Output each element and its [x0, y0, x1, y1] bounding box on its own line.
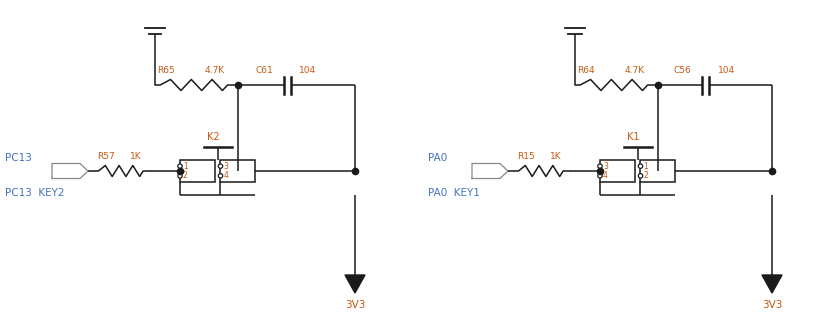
Text: PA0: PA0 — [428, 153, 448, 163]
Text: 2: 2 — [643, 171, 648, 180]
Circle shape — [218, 174, 223, 178]
Text: PC13: PC13 — [5, 153, 32, 163]
Text: 4.7K: 4.7K — [205, 66, 225, 75]
Text: R15: R15 — [517, 152, 535, 161]
Text: R64: R64 — [577, 66, 595, 75]
Circle shape — [598, 164, 602, 168]
Text: C61: C61 — [255, 66, 273, 75]
Text: 104: 104 — [300, 66, 316, 75]
Text: 4: 4 — [224, 171, 228, 180]
Circle shape — [178, 164, 182, 168]
Text: 3V3: 3V3 — [344, 300, 365, 310]
Text: 3: 3 — [603, 162, 608, 171]
Text: R65: R65 — [157, 66, 175, 75]
Text: 3V3: 3V3 — [762, 300, 782, 310]
Polygon shape — [345, 275, 365, 293]
Text: C56: C56 — [674, 66, 691, 75]
Bar — [220, 160, 255, 182]
Circle shape — [638, 164, 642, 168]
Text: 1: 1 — [643, 162, 648, 171]
Text: 1K: 1K — [130, 152, 141, 161]
Bar — [180, 160, 215, 182]
Circle shape — [218, 164, 223, 168]
Text: 104: 104 — [718, 66, 735, 75]
Text: 4.7K: 4.7K — [625, 66, 645, 75]
Text: 1: 1 — [183, 162, 188, 171]
Text: K2: K2 — [207, 132, 220, 142]
Text: 4: 4 — [603, 171, 608, 180]
Text: K1: K1 — [627, 132, 640, 142]
Bar — [641, 160, 676, 182]
Text: 2: 2 — [183, 171, 188, 180]
Text: 1K: 1K — [550, 152, 562, 161]
Text: R57: R57 — [97, 152, 115, 161]
Circle shape — [638, 174, 642, 178]
Circle shape — [178, 174, 182, 178]
Polygon shape — [762, 275, 782, 293]
Text: PA0  KEY1: PA0 KEY1 — [428, 188, 480, 198]
Text: 3: 3 — [224, 162, 228, 171]
Circle shape — [598, 174, 602, 178]
Text: PC13  KEY2: PC13 KEY2 — [5, 188, 65, 198]
Bar — [600, 160, 635, 182]
